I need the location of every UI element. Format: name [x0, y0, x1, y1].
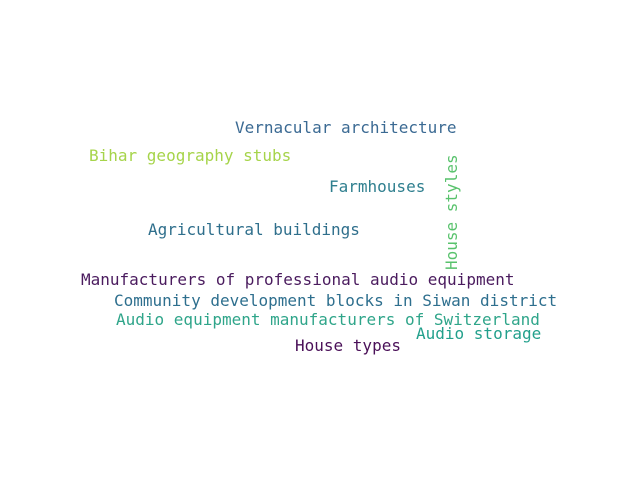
- word-house-types: House types: [295, 336, 401, 355]
- word-audio-storage: Audio storage: [416, 324, 542, 343]
- word-agricultural-buildings: Agricultural buildings: [148, 220, 360, 239]
- word-vernacular-architecture: Vernacular architecture: [235, 118, 457, 137]
- word-audio-equipment-switzerland: Audio equipment manufacturers of Switzer…: [116, 310, 540, 329]
- word-community-development-blocks: Community development blocks in Siwan di…: [114, 291, 558, 310]
- word-bihar-geography-stubs: Bihar geography stubs: [89, 146, 292, 165]
- word-house-styles: House styles: [442, 154, 461, 270]
- word-farmhouses: Farmhouses: [329, 177, 426, 196]
- word-manufacturers-professional-audio: Manufacturers of professional audio equi…: [81, 270, 515, 289]
